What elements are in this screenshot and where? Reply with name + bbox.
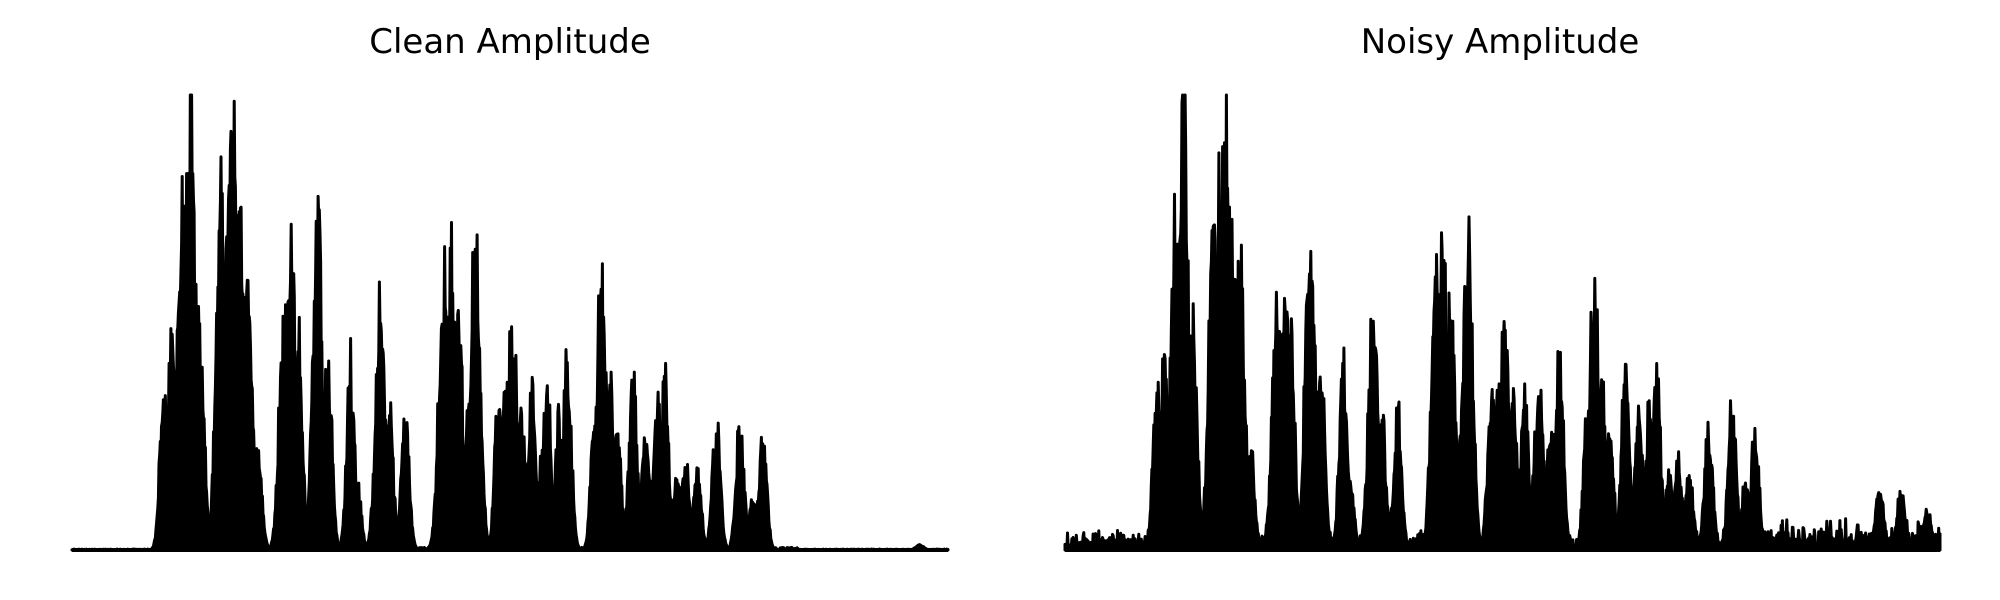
amplitude-waveform [1063,93,1942,552]
chart-title: Noisy Amplitude [1360,22,1640,62]
noisy-amplitude-panel: Noisy Amplitude [1000,0,2000,600]
amplitude-waveform [70,93,950,552]
noisy-amplitude-plot [1063,93,1942,552]
clean-amplitude-panel: Clean Amplitude [70,22,950,552]
clean-amplitude-plot [70,93,950,552]
chart-title: Clean Amplitude [369,22,651,62]
